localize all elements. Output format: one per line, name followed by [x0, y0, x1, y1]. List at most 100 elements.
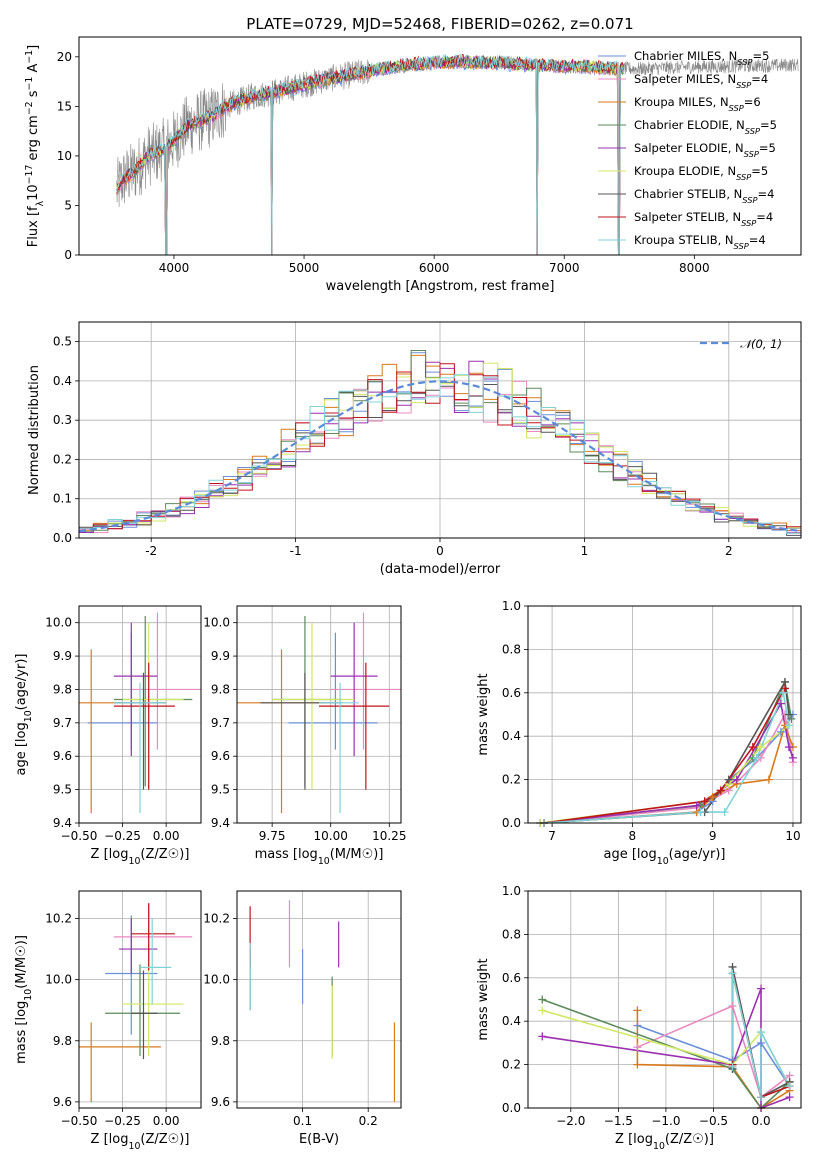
x-axis-label: Z [log10(Z/Z☉)] — [91, 847, 190, 867]
axes-frame — [527, 605, 802, 824]
y-tick-label: 9.6 — [211, 749, 230, 763]
panel-age_vs_mass: 9.75 10.00 10.25 9.4 9.5 9.6 9.7 9.8 9.9 10.0 mass… — [203, 605, 406, 867]
x-tick-label: -1 — [290, 544, 302, 558]
x-tick-label: 4000 — [159, 261, 190, 275]
weight-marker-4 — [538, 1032, 547, 1041]
y-tick-label: 0.5 — [53, 335, 72, 349]
weight-marker-8 — [779, 688, 788, 697]
y-tick-label: 10.0 — [45, 973, 72, 987]
panel-spectrum: 4000 5000 6000 7000 8000 0 5 10 15 20 wavelength [… — [24, 36, 802, 294]
y-tick-label: 0.4 — [502, 729, 521, 743]
y-axis-label: Flux [fλ10−17 erg cm−2 s−1 A−1] — [24, 45, 46, 247]
y-tick-label: 0.4 — [502, 1014, 521, 1028]
weight-marker-8 — [728, 1062, 737, 1071]
weight-marker-6 — [784, 710, 793, 719]
axes-frame — [527, 890, 802, 1109]
x-tick-label: −0.25 — [104, 829, 141, 843]
y-tick-label: 1.0 — [502, 884, 521, 898]
y-tick-label: 9.4 — [211, 816, 230, 830]
x-axis-label: (data-model)/error — [380, 562, 501, 577]
model-spectrum-6 — [116, 54, 624, 255]
y-tick-label: 9.9 — [211, 649, 230, 663]
legend-label: Kroupa MILES, NSSP=6 — [634, 95, 761, 113]
panel-residuals: -2 -1 0 1 2 0.0 0.1 0.2 0.3 0.4 0.5 (data-model)/er… — [27, 321, 802, 577]
axes-frame — [78, 36, 802, 256]
axes-frame — [78, 321, 802, 539]
y-tick-label: 10.2 — [203, 912, 230, 926]
y-tick-label: 9.8 — [53, 1034, 72, 1048]
weight-marker-2 — [633, 1006, 642, 1015]
weight-marker-3 — [787, 714, 796, 723]
legend-label: Chabrier ELODIE, NSSP=5 — [634, 118, 777, 136]
x-tick-label: 8000 — [679, 261, 710, 275]
weight-marker-4 — [784, 743, 793, 752]
weight-marker-8 — [720, 808, 729, 817]
histogram-8 — [79, 374, 801, 534]
x-tick-label: 8 — [629, 829, 637, 843]
y-tick-label: 9.7 — [211, 716, 230, 730]
weight-marker-6 — [724, 775, 733, 784]
weight-marker-8 — [757, 1093, 766, 1102]
weight-marker-4 — [757, 984, 766, 993]
model-spectrum-7 — [116, 53, 624, 255]
x-tick-label: 0.0 — [752, 1114, 771, 1128]
legend-label: Salpeter STELIB, NSSP=4 — [634, 210, 773, 228]
y-tick-label: 0.8 — [502, 927, 521, 941]
y-axis-label: mass [log10(M/M☉)] — [14, 935, 34, 1064]
legend-label: Salpeter ELODIE, NSSP=5 — [634, 141, 776, 159]
x-tick-label: 5000 — [289, 261, 320, 275]
y-tick-label: 9.7 — [53, 716, 72, 730]
x-axis-label: Z [log10(Z/Z☉)] — [615, 1132, 714, 1152]
panel-age_vs_Z: −0.50 −0.25 0.00 9.4 9.5 9.6 9.7 9.8 9.9 10.0 Z [l… — [14, 605, 202, 867]
y-tick-label: 10.0 — [203, 616, 230, 630]
x-tick-label: 7 — [548, 829, 556, 843]
weight-marker-1 — [728, 1002, 737, 1011]
weight-marker-8 — [785, 1082, 794, 1091]
legend-label: Chabrier MILES, NSSP=5 — [634, 49, 769, 67]
y-tick-label: 0.6 — [502, 686, 521, 700]
weight-marker-7 — [748, 743, 757, 752]
axes-frame — [78, 890, 202, 1109]
axes-frame — [78, 605, 202, 824]
x-axis-label: mass [log10(M/M☉)] — [255, 847, 384, 867]
x-tick-label: 0.00 — [153, 829, 180, 843]
plot-area — [237, 612, 401, 813]
x-tick-label: −0.5 — [699, 1114, 728, 1128]
weight-marker-7 — [700, 797, 709, 806]
weight-line-8 — [544, 689, 790, 823]
panel-mass_vs_EBV: 0.1 0.2 9.6 9.8 10.0 10.2 E(B-V) — [203, 890, 402, 1147]
weight-marker-8 — [752, 753, 761, 762]
y-tick-label: 0.2 — [502, 773, 521, 787]
x-tick-label: 1 — [581, 544, 589, 558]
y-tick-label: 10.2 — [45, 912, 72, 926]
y-axis-label: age [log10(age/yr)] — [14, 654, 34, 776]
x-tick-label: −1.0 — [651, 1114, 680, 1128]
y-tick-label: 0.4 — [53, 374, 72, 388]
x-tick-label: 9 — [709, 829, 717, 843]
panel-weight_vs_age: 7 8 9 10 0.0 0.2 0.4 0.6 0.8 1.0 age [log10(age/yr… — [476, 599, 802, 867]
x-axis-label: E(B-V) — [299, 1132, 339, 1147]
y-tick-label: 1.0 — [502, 599, 521, 613]
weight-marker-7 — [780, 684, 789, 693]
legend-label: Kroupa STELIB, NSSP=4 — [634, 233, 766, 251]
y-tick-label: 0.0 — [53, 531, 72, 545]
legend-label: Salpeter MILES, NSSP=4 — [634, 72, 768, 90]
x-tick-label: 9.75 — [259, 829, 286, 843]
weight-marker-4 — [776, 699, 785, 708]
weight-line-7 — [543, 688, 786, 823]
x-tick-label: −1.5 — [604, 1114, 633, 1128]
weight-marker-8 — [728, 969, 737, 978]
weight-marker-1 — [633, 1043, 642, 1052]
x-tick-label: −0.50 — [61, 829, 98, 843]
model-spectrum-2 — [116, 56, 624, 255]
model-spectrum-3 — [116, 56, 624, 255]
y-tick-label: 10.0 — [203, 973, 230, 987]
weight-line-3 — [539, 679, 793, 823]
y-tick-label: 0.8 — [502, 642, 521, 656]
y-tick-label: 9.6 — [53, 1095, 72, 1109]
y-axis-label: Normed distribution — [27, 365, 42, 495]
y-tick-label: 10.0 — [45, 616, 72, 630]
y-tick-label: 0.2 — [53, 452, 72, 466]
plot-area — [79, 350, 801, 536]
